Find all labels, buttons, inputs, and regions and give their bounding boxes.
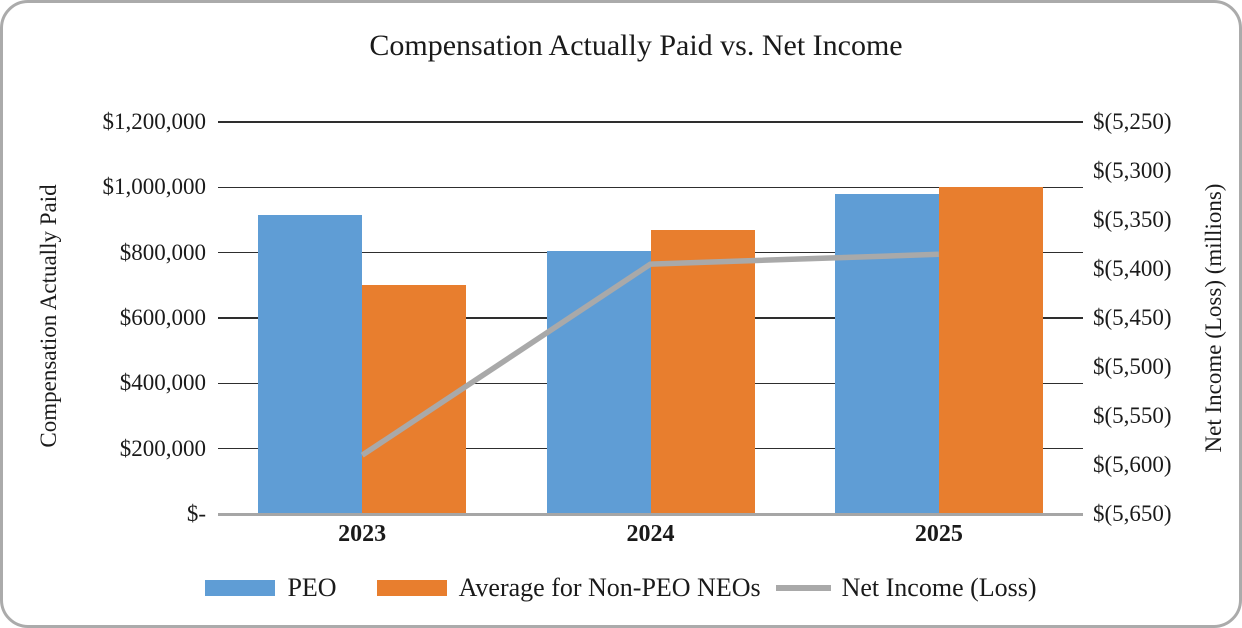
left-axis-tick-label: $1,200,000 — [102, 109, 207, 134]
left-axis-tick-label: $800,000 — [119, 239, 206, 265]
legend-label-net-income: Net Income (Loss) — [841, 573, 1037, 602]
net-income-line-swatch-icon — [775, 585, 831, 591]
right-axis-tick-label: $(5,600) — [1093, 452, 1172, 477]
bar-non-peo-neos-2025 — [938, 187, 1043, 514]
right-axis-tick-label: $(5,300) — [1093, 158, 1172, 183]
right-axis-tick-label: $(5,450) — [1093, 305, 1172, 330]
legend-item-net-income: Net Income (Loss) — [775, 573, 1037, 603]
right-axis-tick-label: $(5,650) — [1093, 501, 1172, 526]
x-axis-label-2025: 2025 — [914, 521, 963, 547]
left-axis-tick-label: $600,000 — [119, 305, 206, 330]
left-axis-tick-label: $400,000 — [119, 370, 206, 396]
bar-non-peo-neos-2024 — [650, 229, 755, 514]
left-axis-tick-label: $- — [186, 501, 206, 526]
bar-peo-2023 — [258, 215, 363, 514]
peo-swatch-icon — [205, 580, 276, 596]
right-axis-tick-label: $(5,550) — [1093, 403, 1172, 428]
gridline — [218, 186, 1083, 189]
x-axis-label-2024: 2024 — [626, 521, 675, 547]
chart-title: Compensation Actually Paid vs. Net Incom… — [369, 29, 903, 62]
non-peo-neos-swatch-icon — [376, 580, 447, 596]
legend-item-non-peo-neos: Average for Non-PEO NEOs — [376, 573, 761, 603]
bar-peo-2025 — [834, 193, 939, 514]
legend-label-non-peo-neos: Average for Non-PEO NEOs — [458, 573, 761, 602]
x-axis-line — [218, 512, 1083, 516]
legend: PEO Average for Non-PEO NEOs Net Income … — [3, 573, 1239, 603]
right-axis-title: Net Income (Loss) (millions) — [1201, 183, 1226, 453]
right-axis-tick-label: $(5,350) — [1093, 207, 1172, 232]
right-axis-tick-label: $(5,250) — [1093, 109, 1172, 134]
left-axis-tick-label: $1,000,000 — [102, 174, 207, 200]
legend-item-peo: PEO — [205, 573, 337, 603]
gridline — [218, 121, 1083, 123]
legend-label-peo: PEO — [287, 573, 337, 602]
right-axis-tick-label: $(5,400) — [1093, 256, 1172, 281]
left-axis-tick-label: $200,000 — [119, 435, 206, 461]
bar-non-peo-neos-2023 — [362, 285, 467, 514]
bar-peo-2024 — [546, 251, 651, 514]
x-axis-label-2023: 2023 — [338, 521, 387, 547]
right-axis-tick-label: $(5,500) — [1093, 354, 1172, 379]
